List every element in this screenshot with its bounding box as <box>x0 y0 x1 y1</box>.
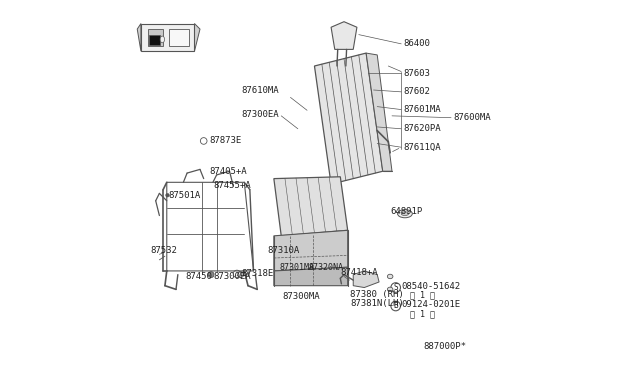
Text: 87450: 87450 <box>185 272 212 281</box>
Text: 87501A: 87501A <box>168 191 201 200</box>
Text: 86400: 86400 <box>403 39 430 48</box>
Polygon shape <box>353 271 379 288</box>
Text: 〈 1 〉: 〈 1 〉 <box>410 291 435 299</box>
Bar <box>141 23 195 51</box>
Ellipse shape <box>160 36 164 43</box>
Bar <box>149 35 161 45</box>
Circle shape <box>391 301 401 311</box>
Text: 87602: 87602 <box>403 87 430 96</box>
Ellipse shape <box>401 212 408 215</box>
Text: 87610MA: 87610MA <box>242 86 280 94</box>
Text: 87301MA: 87301MA <box>280 263 314 272</box>
Ellipse shape <box>387 287 393 292</box>
Bar <box>168 29 189 46</box>
Text: 887000P*: 887000P* <box>424 342 467 351</box>
Text: 87300MA: 87300MA <box>283 292 321 301</box>
Text: 87611QA: 87611QA <box>403 143 441 152</box>
Circle shape <box>166 193 170 197</box>
Text: 09124-0201E: 09124-0201E <box>401 300 460 310</box>
Circle shape <box>208 272 214 278</box>
Polygon shape <box>274 267 348 286</box>
Ellipse shape <box>397 210 412 218</box>
Text: 87873E: 87873E <box>209 137 241 145</box>
Text: 87603: 87603 <box>403 69 430 78</box>
Ellipse shape <box>387 274 393 279</box>
Text: 87600MA: 87600MA <box>453 113 490 122</box>
Polygon shape <box>331 22 357 49</box>
Text: 87418+A: 87418+A <box>340 268 378 277</box>
Text: 87318E: 87318E <box>241 269 274 278</box>
Text: 87320NA: 87320NA <box>309 263 344 272</box>
Text: 87310A: 87310A <box>267 246 300 255</box>
Text: 87601MA: 87601MA <box>403 105 441 114</box>
Text: 08540-51642: 08540-51642 <box>401 282 460 291</box>
Text: 87620PA: 87620PA <box>403 124 441 133</box>
Polygon shape <box>274 230 348 271</box>
Polygon shape <box>366 53 392 171</box>
Text: 87300EA: 87300EA <box>242 109 280 119</box>
Text: B: B <box>394 301 398 311</box>
Text: S: S <box>394 283 398 292</box>
Bar <box>148 29 163 46</box>
Text: 〈 1 〉: 〈 1 〉 <box>410 309 435 318</box>
Text: 87381N(LH): 87381N(LH) <box>350 299 404 308</box>
Circle shape <box>391 283 401 292</box>
Text: 87300EA: 87300EA <box>213 272 250 281</box>
Polygon shape <box>195 23 200 51</box>
Polygon shape <box>314 53 383 184</box>
Text: 64891P: 64891P <box>390 206 422 216</box>
Polygon shape <box>274 177 348 236</box>
Text: 87405+A: 87405+A <box>209 167 247 176</box>
Text: 87532: 87532 <box>150 246 177 255</box>
Polygon shape <box>137 23 141 51</box>
Text: 87380 (RH): 87380 (RH) <box>350 291 404 299</box>
Text: 87455+A: 87455+A <box>213 181 250 190</box>
